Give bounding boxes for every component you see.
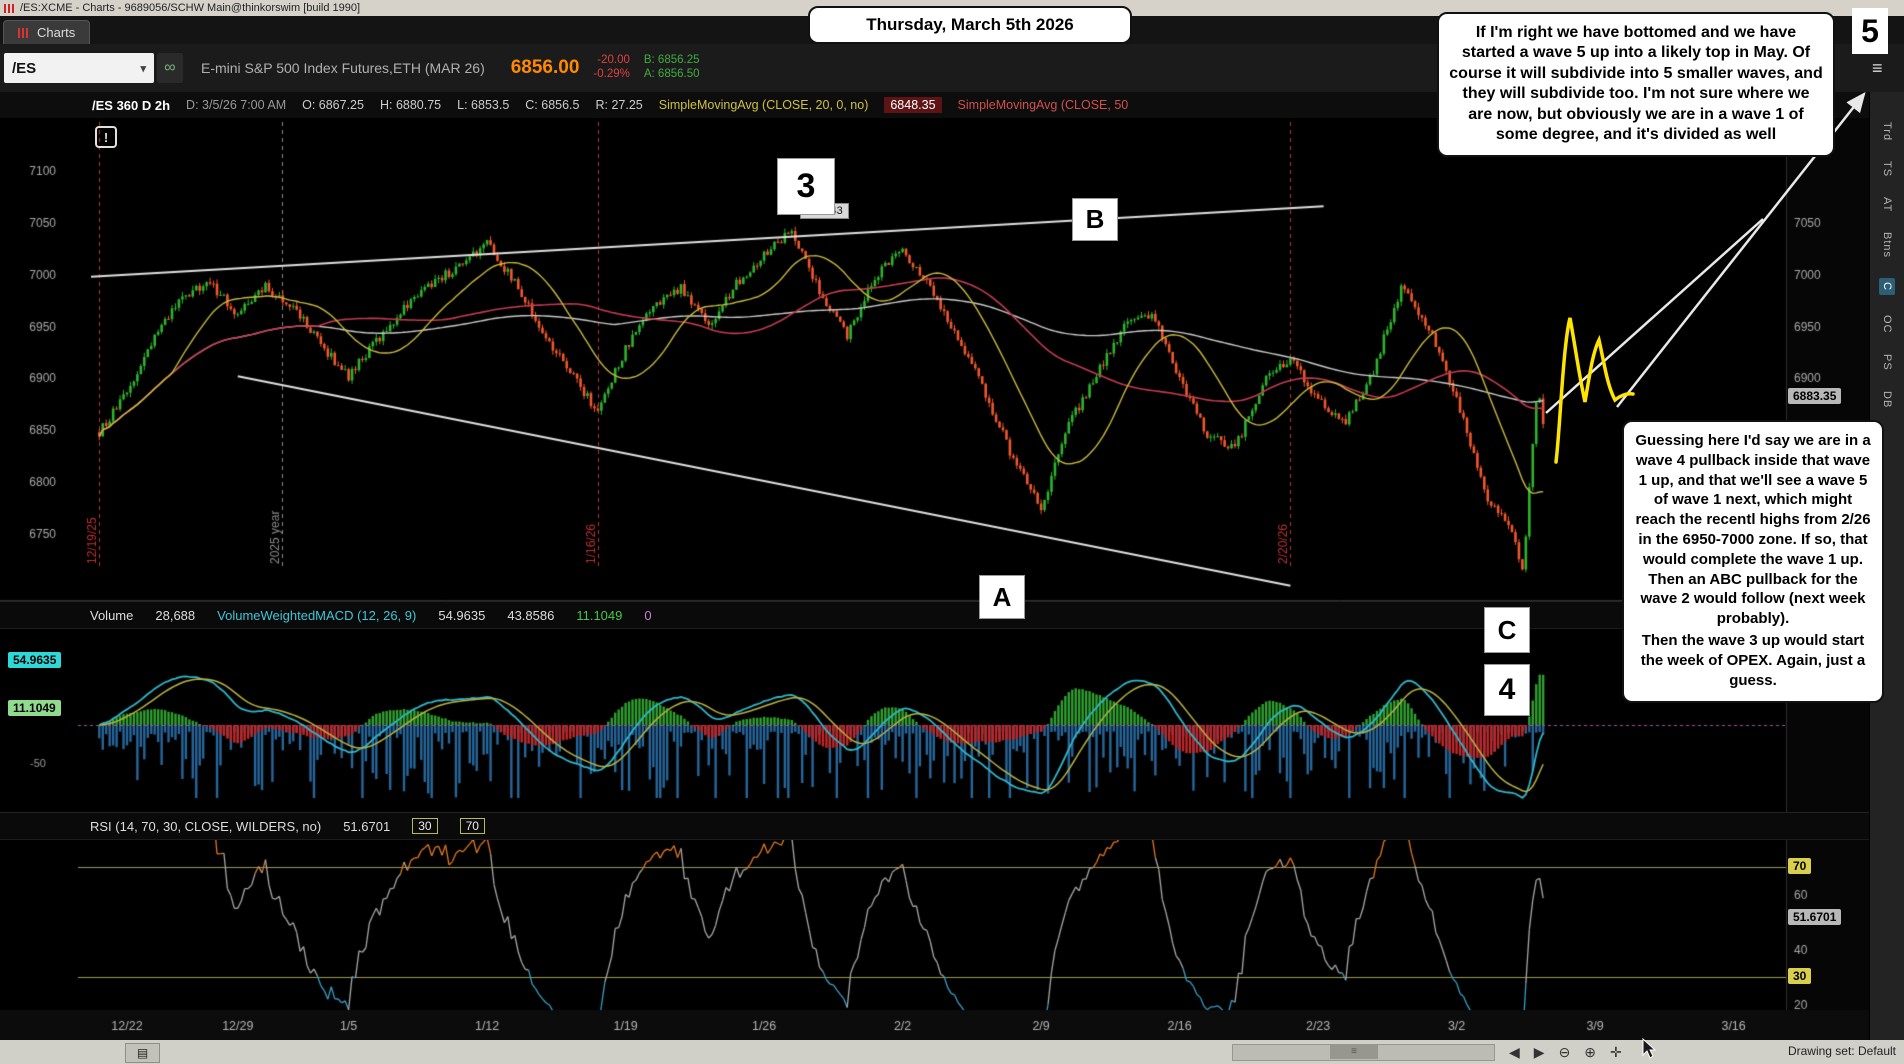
pan-left-icon[interactable]: ◀ <box>1509 1043 1520 1060</box>
instrument-description: E-mini S&P 500 Index Futures,ETH (MAR 26… <box>201 60 485 76</box>
macd-diff: 11.1049 <box>576 607 623 623</box>
tab-charts[interactable]: Charts <box>3 20 91 44</box>
symbol-value: /ES <box>12 59 37 77</box>
rsi-oversold-level: 30 <box>412 818 438 834</box>
ohlc-low: L: 6853.5 <box>457 98 510 112</box>
rsi-30-badge: 30 <box>1788 968 1812 984</box>
grid-icon: ▤ <box>136 1046 149 1060</box>
change-value: -20.00 <box>597 54 630 67</box>
note2-paragraph-1: Guessing here I'd say we are in a wave 4… <box>1635 432 1871 628</box>
pan-right-icon[interactable]: ▶ <box>1533 1043 1545 1060</box>
ask-value: A: 6856.50 <box>643 68 700 80</box>
right-tab-ps[interactable]: PS <box>1881 353 1893 371</box>
wave-label-B[interactable]: B <box>1072 198 1118 241</box>
rsi-value: 51.6701 <box>343 818 391 834</box>
right-tab-at[interactable]: AT <box>1881 197 1893 213</box>
wave-label-A[interactable]: A <box>979 575 1025 619</box>
chart-symbol-timeframe: /ES 360 D 2h <box>92 97 171 113</box>
rsi-70-badge: 70 <box>1788 858 1812 874</box>
date-callout[interactable]: Thursday, March 5th 2026 <box>808 6 1132 44</box>
symbol-input[interactable]: /ES ▾ <box>4 53 154 83</box>
wave-label-C[interactable]: C <box>1484 607 1530 653</box>
chart-area <box>0 118 1869 1040</box>
ohlc-open: O: 6867.25 <box>302 98 364 112</box>
crosshair-icon[interactable]: ✛ <box>1610 1043 1622 1060</box>
right-tab-btns[interactable]: Btns <box>1881 232 1893 259</box>
sma50-label[interactable]: SimpleMovingAvg (CLOSE, 50 <box>957 98 1129 112</box>
last-price: 6856.00 <box>510 57 580 78</box>
grid-button[interactable]: ▤ <box>125 1043 160 1063</box>
right-tab-oc[interactable]: OC <box>1881 315 1893 334</box>
macd-study-label[interactable]: VolumeWeightedMACD (12, 26, 9) <box>217 607 417 623</box>
wave-label-5[interactable]: 5 <box>1852 8 1888 54</box>
sma20-value: 6848.35 <box>884 97 942 113</box>
ohlc-close: C: 6856.5 <box>525 98 580 112</box>
macd-avg: 43.8586 <box>507 607 555 623</box>
annotation-note-top[interactable]: If I'm right we have bottomed and we hav… <box>1437 12 1835 157</box>
chart-scrollbar-handle[interactable]: ≡ <box>1330 1044 1378 1059</box>
chart-canvas[interactable] <box>0 118 1869 1040</box>
bid-value: B: 6856.25 <box>643 54 700 67</box>
right-tab-c[interactable]: C <box>1879 278 1895 296</box>
window-title: /ES:XCME - Charts - 9689056/SCHW Main@th… <box>20 2 361 14</box>
rsi-overbought-level: 70 <box>459 818 485 834</box>
price-change: -20.00 -0.29% <box>593 54 629 82</box>
note2-paragraph-2: Then the wave 3 up would start the week … <box>1640 631 1866 689</box>
change-percent: -0.29% <box>593 68 630 80</box>
volume-panel-header: Volume 28,688 VolumeWeightedMACD (12, 26… <box>0 601 1869 629</box>
mouse-cursor <box>1642 1038 1657 1059</box>
bottom-bar: ▤ ≡ ◀ ▶ ⊖ ⊕ ✛ Drawing set: Default <box>0 1040 1904 1064</box>
zoom-out-icon[interactable]: ⊖ <box>1558 1043 1571 1060</box>
drawing-set-status[interactable]: Drawing set: Default <box>1787 1044 1896 1058</box>
zoom-in-icon[interactable]: ⊕ <box>1584 1043 1597 1060</box>
warning-icon[interactable]: ! <box>95 126 117 148</box>
macd-zero: 0 <box>644 607 652 623</box>
app-icon <box>4 3 15 13</box>
annotation-note-right[interactable]: Guessing here I'd say we are in a wave 4… <box>1622 420 1884 704</box>
macd-value: 54.9635 <box>438 607 486 623</box>
rsi-study-label[interactable]: RSI (14, 70, 30, CLOSE, WILDERS, no) <box>90 818 322 834</box>
volume-label[interactable]: Volume <box>90 607 134 623</box>
link-icon: ∞ <box>164 59 176 76</box>
wave-label-4[interactable]: 4 <box>1484 664 1530 716</box>
ohlc-range: R: 27.25 <box>595 98 643 112</box>
right-tab-trd[interactable]: Trd <box>1881 122 1893 142</box>
macd-hist-badge: 11.1049 <box>8 700 61 716</box>
charts-icon <box>18 27 30 38</box>
charts-tab-label: Charts <box>37 25 76 40</box>
right-tab-db[interactable]: DB <box>1881 390 1893 408</box>
volume-value: 28,688 <box>155 607 196 623</box>
bar-datetime: D: 3/5/26 7:00 AM <box>186 98 287 112</box>
menu-icon[interactable]: ≡ <box>1872 58 1883 78</box>
ohlc-high: H: 6880.75 <box>379 98 442 112</box>
macd-value-badge: 54.9635 <box>8 652 62 668</box>
chart-link-button[interactable]: ∞ <box>157 53 183 83</box>
price-axis-badge: 6883.35 <box>1788 388 1842 404</box>
grip-icon: ≡ <box>1351 1046 1357 1057</box>
bid-ask: B: 6856.25 A: 6856.50 <box>644 54 700 82</box>
wave-label-3[interactable]: 3 <box>777 158 835 215</box>
right-tab-ts[interactable]: TS <box>1881 161 1893 178</box>
rsi-panel-header: RSI (14, 70, 30, CLOSE, WILDERS, no) 51.… <box>0 812 1869 840</box>
bottom-tool-icons: ◀ ▶ ⊖ ⊕ ✛ <box>1509 1040 1622 1064</box>
chevron-down-icon: ▾ <box>140 62 146 75</box>
rsi-value-badge: 51.6701 <box>1788 909 1842 925</box>
sma20-label[interactable]: SimpleMovingAvg (CLOSE, 20, 0, no) <box>658 98 869 112</box>
